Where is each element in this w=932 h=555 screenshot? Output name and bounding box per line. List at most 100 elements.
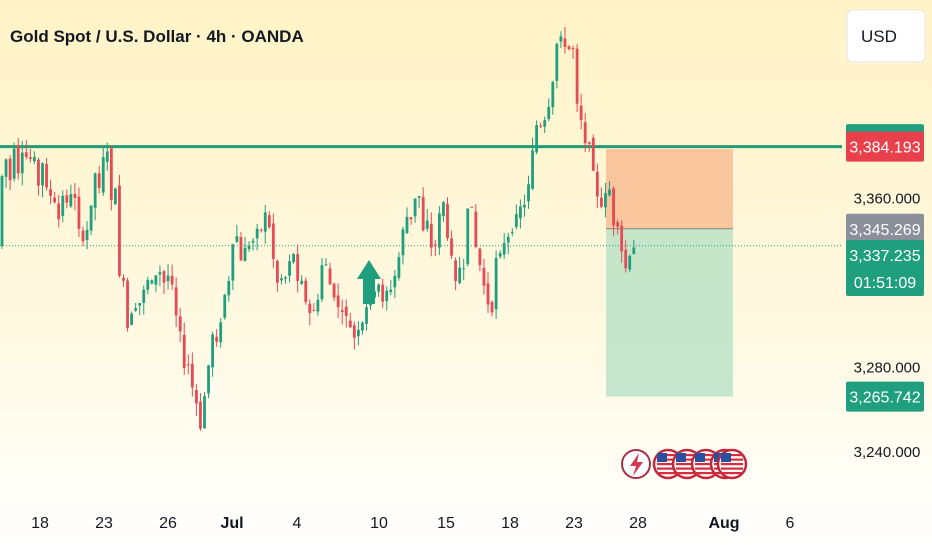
candle	[81, 226, 85, 246]
candle	[446, 197, 449, 241]
candle	[506, 232, 510, 255]
candle-body	[211, 334, 214, 368]
candle-body	[65, 195, 69, 203]
candle-body	[377, 284, 381, 292]
flag-stripe	[657, 454, 679, 457]
candle	[591, 134, 595, 172]
candle-body	[429, 223, 433, 248]
candle-body	[563, 38, 567, 47]
candle-body	[207, 365, 210, 394]
candle-body	[154, 275, 158, 285]
candle	[413, 198, 417, 223]
candle-body	[28, 157, 32, 159]
candle	[174, 277, 178, 327]
flag-stripe	[721, 458, 743, 461]
candle	[567, 45, 571, 51]
time-axis[interactable]: 18 23 26 Jul 4 10 15 18 23 28 Aug 6	[31, 515, 794, 532]
candle	[304, 277, 308, 305]
candle	[348, 312, 352, 329]
candle	[498, 250, 502, 259]
candle	[340, 299, 344, 325]
candle	[280, 274, 283, 285]
flag-stripe	[676, 472, 698, 475]
candle-body	[535, 125, 538, 153]
flag-stripe	[695, 458, 717, 461]
candle	[462, 258, 466, 281]
candle	[0, 174, 4, 249]
candle	[235, 224, 239, 244]
candle-body	[498, 253, 502, 257]
candle-body	[486, 283, 490, 305]
candle-body	[352, 325, 356, 338]
candle-body	[300, 280, 304, 284]
candle	[243, 237, 247, 262]
candle-body	[575, 48, 579, 104]
time-tick-label: 18	[31, 515, 49, 532]
candle-body	[632, 247, 636, 255]
candle	[122, 274, 125, 287]
candle	[190, 352, 194, 397]
candle	[312, 303, 316, 312]
time-tick-label: 28	[629, 515, 647, 532]
candle	[296, 244, 300, 293]
candle	[490, 300, 494, 317]
candle-body	[77, 196, 81, 229]
candle-body	[547, 107, 551, 120]
candle-body	[308, 303, 312, 313]
candle-body	[0, 176, 4, 246]
candle	[49, 179, 52, 205]
flag-stripe	[721, 472, 743, 475]
candle-body	[583, 122, 587, 144]
price-label: 3,384.193	[846, 131, 924, 162]
candle	[510, 228, 514, 237]
candle-body	[118, 185, 121, 276]
candle-body	[421, 196, 425, 231]
candle	[12, 142, 16, 182]
currency-button-label[interactable]: USD	[861, 27, 897, 46]
candle-body	[288, 261, 291, 276]
candle-body	[203, 396, 206, 429]
flag-canton	[721, 453, 731, 462]
candle	[409, 217, 413, 225]
candle-body	[199, 401, 202, 429]
candle-body	[381, 284, 385, 302]
candle	[417, 195, 421, 208]
candle-body	[514, 214, 518, 227]
candle-body	[259, 229, 263, 231]
price-label-value: 3,337.235	[849, 248, 920, 265]
candle-body	[97, 173, 101, 188]
price-label-value: 3,265.742	[849, 390, 920, 407]
candle	[531, 137, 534, 191]
candle	[486, 272, 490, 313]
candle-body	[433, 244, 437, 246]
candle-body	[146, 279, 150, 290]
candle	[466, 208, 470, 267]
candle	[276, 259, 279, 292]
candle	[385, 286, 389, 311]
candle-body	[61, 195, 65, 216]
candle-body	[612, 188, 615, 226]
flag-stripe	[721, 467, 743, 470]
candle	[494, 250, 498, 319]
candle-body	[389, 289, 393, 293]
candle	[53, 191, 57, 204]
candle	[77, 187, 81, 237]
candle-body	[543, 120, 547, 127]
price-axis[interactable]: 3,360.000 3,280.000 3,240.000	[854, 191, 921, 461]
candle	[608, 180, 611, 197]
candle	[527, 175, 530, 209]
candle-body	[251, 240, 255, 243]
candle-body	[186, 364, 190, 366]
candle-body	[219, 322, 223, 343]
candle	[251, 237, 255, 251]
currency-button[interactable]: USD	[846, 9, 926, 63]
candle	[207, 364, 210, 399]
time-tick-label: 10	[370, 515, 388, 532]
candle	[158, 265, 162, 286]
candle-body	[138, 303, 142, 306]
candle	[263, 204, 267, 244]
candle	[73, 183, 77, 211]
